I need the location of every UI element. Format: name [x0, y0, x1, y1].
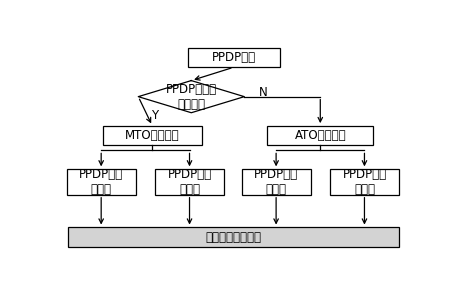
Bar	[103, 126, 202, 145]
Text: N: N	[259, 86, 268, 99]
Text: PPDP之后
的排程: PPDP之后 的排程	[342, 168, 386, 196]
Text: PPDP之后
的排程: PPDP之后 的排程	[167, 168, 211, 196]
Text: PPDP确定: PPDP确定	[211, 51, 255, 64]
Bar	[329, 169, 398, 195]
Text: PPDP定位于
生产阶段: PPDP定位于 生产阶段	[165, 83, 217, 111]
Text: PPDP之前
的排程: PPDP之前 的排程	[253, 168, 298, 196]
Bar	[68, 228, 398, 247]
Text: ATO生产排程: ATO生产排程	[294, 129, 345, 142]
Bar	[155, 169, 223, 195]
Text: PPDP之前
的排程: PPDP之前 的排程	[79, 168, 123, 196]
Bar	[66, 169, 135, 195]
Text: Y: Y	[150, 109, 157, 122]
Bar	[267, 126, 373, 145]
Text: 总体生产排程输出: 总体生产排程输出	[205, 231, 261, 244]
Text: MTO生产排程: MTO生产排程	[125, 129, 179, 142]
Bar	[187, 48, 279, 67]
Bar	[241, 169, 310, 195]
Polygon shape	[138, 81, 244, 113]
